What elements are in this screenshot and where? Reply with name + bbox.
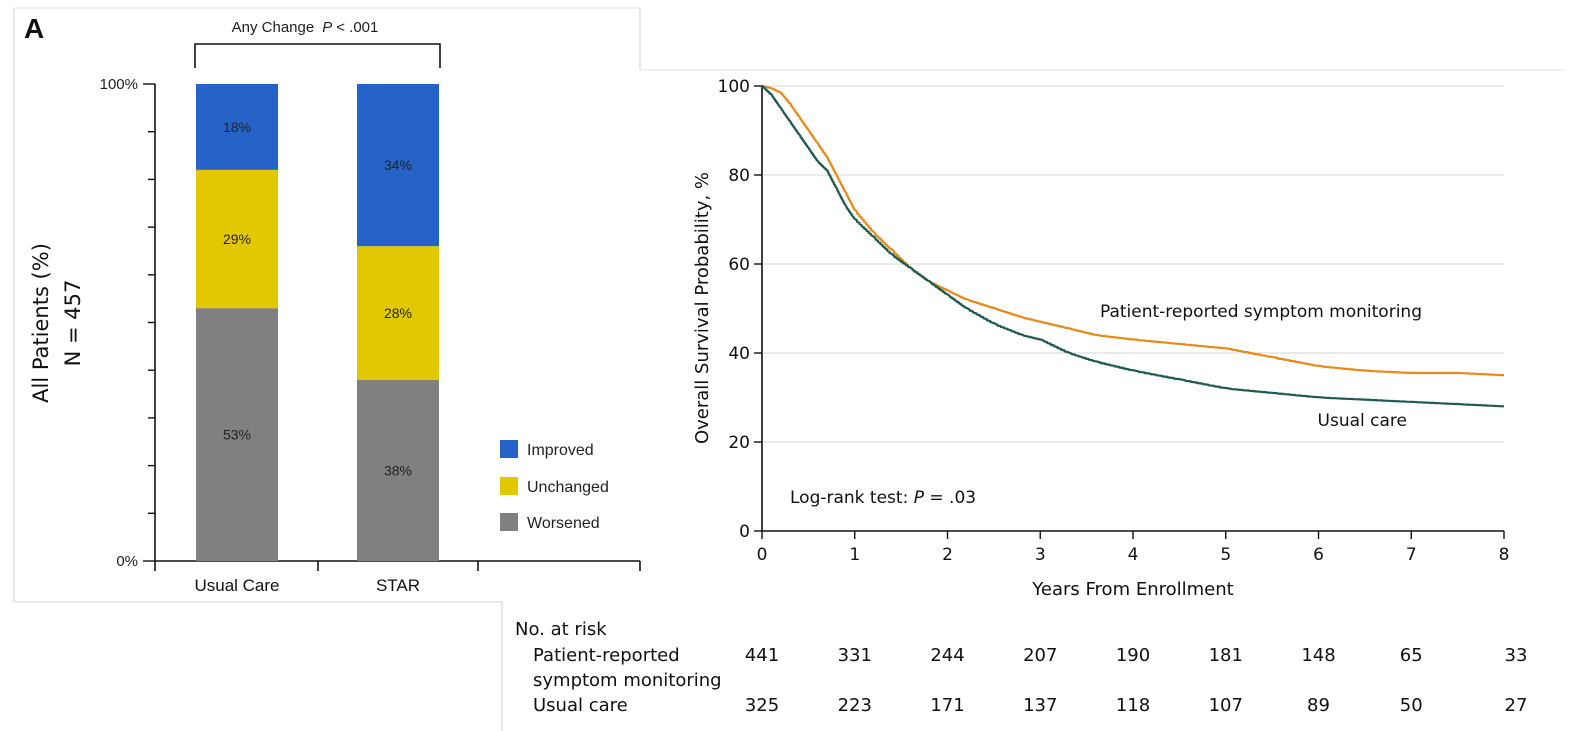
km-xtick-label: 5 [1220,545,1231,565]
at-risk-row-label: symptom monitoring [533,670,722,691]
bar-segment-worsened-star [357,379,439,561]
panel-b-survival-chart: 0 20 40 60 80 100 0 1 2 3 4 5 6 7 8 Overall Survival … [515,77,1527,716]
at-risk-value: 50 [1400,695,1423,716]
km-ytick-label: 20 [728,433,750,453]
km-ytick-label: 0 [739,522,750,542]
km-x-axis-label: Years From Enrollment [1031,579,1233,600]
stacked-bars: 53% 29% 18% 38% 28% 34% [196,84,439,561]
log-rank-annotation: Log-rank test: P = .03 [790,488,976,508]
at-risk-value: 148 [1301,645,1335,666]
at-risk-value: 325 [745,695,779,716]
km-ytick-label: 60 [728,255,750,275]
bar-data-label-worsened-usual-care: 53% [223,427,251,443]
bar-ytick-label-100: 100% [100,76,138,93]
at-risk-value: 244 [930,645,964,666]
comparison-bracket [194,43,441,68]
legend-swatch-unchanged [500,477,518,495]
km-xtick-label: 7 [1406,545,1417,565]
bar-segment-improved-usual-care [196,84,278,170]
at-risk-row-label: Patient-reported [533,645,680,666]
at-risk-value: 441 [745,645,779,666]
km-x-ticks: 0 1 2 3 4 5 6 7 8 [757,531,1510,565]
at-risk-value: 118 [1116,695,1150,716]
bar-segment-improved-star [357,84,439,247]
at-risk-value: 223 [838,695,872,716]
bar-y-axis-label: All Patients (%) [29,243,53,403]
legend-swatch-improved [500,440,518,458]
km-xtick-label: 4 [1128,545,1139,565]
at-risk-value: 331 [838,645,872,666]
km-y-ticks: 0 20 40 60 80 100 [718,77,762,542]
km-line-usual-care [761,85,1505,408]
category-label-star: STAR [376,576,420,595]
km-y-axis-label: Overall Survival Probability, % [692,172,713,444]
bar-legend: Improved Unchanged Worsened [500,440,609,532]
bar-ytick-label-0: 0% [116,553,138,570]
line-label-symptom-monitoring: Patient-reported symptom monitoring [1100,302,1422,322]
km-xtick-label: 6 [1313,545,1324,565]
km-xtick-label: 1 [849,545,860,565]
bar-data-label-improved-usual-care: 18% [223,119,251,135]
at-risk-values: 441 331 244 207 190 181 148 65 33 325 223 171 137 118… [745,645,1528,716]
at-risk-value: 65 [1400,645,1423,666]
bracket-annotation: Any Change P < .001 [232,19,379,36]
km-line-symptom-monitoring [761,84,1505,377]
km-xtick-label: 3 [1035,545,1046,565]
bar-data-label-unchanged-usual-care: 29% [223,231,251,247]
at-risk-value: 27 [1505,695,1528,716]
km-gridlines [762,85,1504,443]
km-curves [761,84,1505,408]
at-risk-value: 190 [1116,645,1150,666]
legend-label-unchanged: Unchanged [527,479,609,496]
at-risk-value: 33 [1505,645,1528,666]
km-xtick-label: 8 [1499,545,1510,565]
at-risk-title: No. at risk [515,619,607,640]
km-ytick-label: 100 [718,77,750,97]
bar-segment-unchanged-usual-care [196,169,278,309]
at-risk-value: 107 [1209,695,1243,716]
at-risk-row-label: Usual care [533,695,628,716]
at-risk-value: 207 [1023,645,1057,666]
bar-segment-unchanged-star [357,246,439,380]
legend-label-worsened: Worsened [527,515,600,532]
bar-data-label-improved-star: 34% [384,157,412,173]
at-risk-table: No. at risk Patient-reported symptom mon… [515,619,1527,716]
legend-swatch-worsened [500,513,518,531]
at-risk-value: 171 [930,695,964,716]
bar-y-axis-sample-size: N = 457 [61,280,85,367]
line-label-usual-care: Usual care [1318,411,1407,431]
at-risk-value: 137 [1023,695,1057,716]
km-xtick-label: 0 [757,545,768,565]
bar-segment-worsened-usual-care [196,308,278,561]
at-risk-value: 89 [1307,695,1330,716]
bar-data-label-worsened-star: 38% [384,462,412,478]
legend-label-improved: Improved [527,442,594,459]
panel-label: A [24,13,44,44]
km-ytick-label: 40 [728,344,750,364]
panel-a-bar-chart: A Any Change P < .001 100% 0% Usual Care S… [13,7,1565,731]
km-ytick-label: 80 [728,166,750,186]
category-label-usual-care: Usual Care [194,576,279,595]
km-xtick-label: 2 [942,545,953,565]
bar-y-ticks [143,83,155,562]
at-risk-value: 181 [1209,645,1243,666]
bar-data-label-unchanged-star: 28% [384,305,412,321]
